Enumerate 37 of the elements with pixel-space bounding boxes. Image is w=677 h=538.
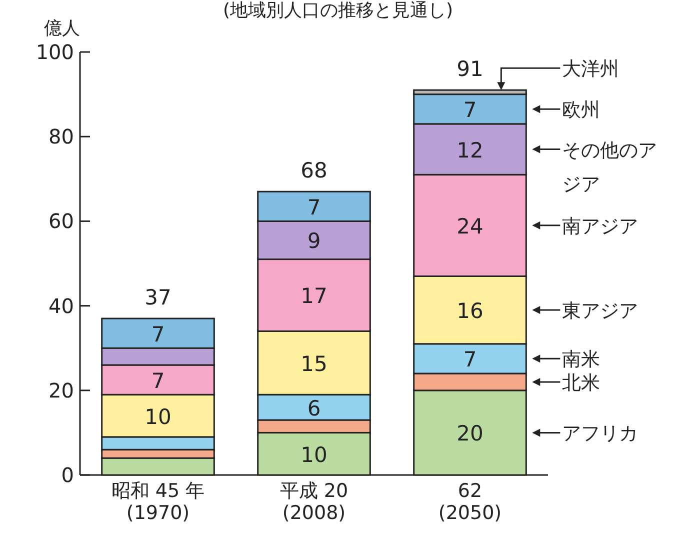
legend-label: 北米	[562, 372, 600, 394]
title: (地域別人口の推移と見通し)	[222, 0, 454, 21]
data-label: 17	[300, 284, 328, 308]
legend-label: 大洋州	[562, 58, 620, 80]
y-tick-label: 100	[36, 40, 74, 64]
data-label: 12	[456, 138, 484, 162]
y-tick-label: 20	[48, 378, 74, 402]
data-label: 7	[463, 348, 477, 372]
x-tick-label: 昭和 45 年 (1970)	[111, 480, 205, 524]
legend-label: 欧州	[562, 99, 600, 122]
y-axis-title: 億人	[44, 18, 80, 39]
y-tick-label: 60	[48, 209, 74, 234]
y-tick-label: 80	[48, 124, 74, 149]
legend-label: 東アジア	[562, 300, 638, 322]
data-label: 10	[300, 442, 328, 467]
x-tick-label: 平成 20 (2008)	[280, 480, 348, 524]
data-label: 10	[144, 404, 172, 429]
legend-label: その他のアジア	[562, 139, 658, 196]
data-label: 6	[307, 396, 321, 420]
data-label: 24	[456, 214, 484, 238]
y-tick-label: 40	[48, 294, 74, 318]
data-label: 9	[307, 229, 321, 254]
data-label: 15	[300, 352, 328, 376]
legend-label: アフリカ	[562, 422, 638, 445]
data-label: 7	[151, 368, 165, 393]
data-label: 16	[456, 299, 484, 324]
total-label: 37	[144, 285, 172, 310]
data-label: 7	[307, 195, 321, 220]
total-label: 68	[300, 158, 328, 183]
data-label: 7	[463, 98, 477, 122]
legend-label: 南アジア	[562, 215, 638, 238]
data-label: 20	[456, 422, 484, 446]
y-tick-label: 0	[61, 463, 74, 487]
total-label: 91	[456, 57, 484, 82]
data-label: 7	[151, 322, 165, 346]
legend-label: 南米	[562, 348, 600, 371]
x-tick-label: 62 (2050)	[438, 480, 502, 524]
